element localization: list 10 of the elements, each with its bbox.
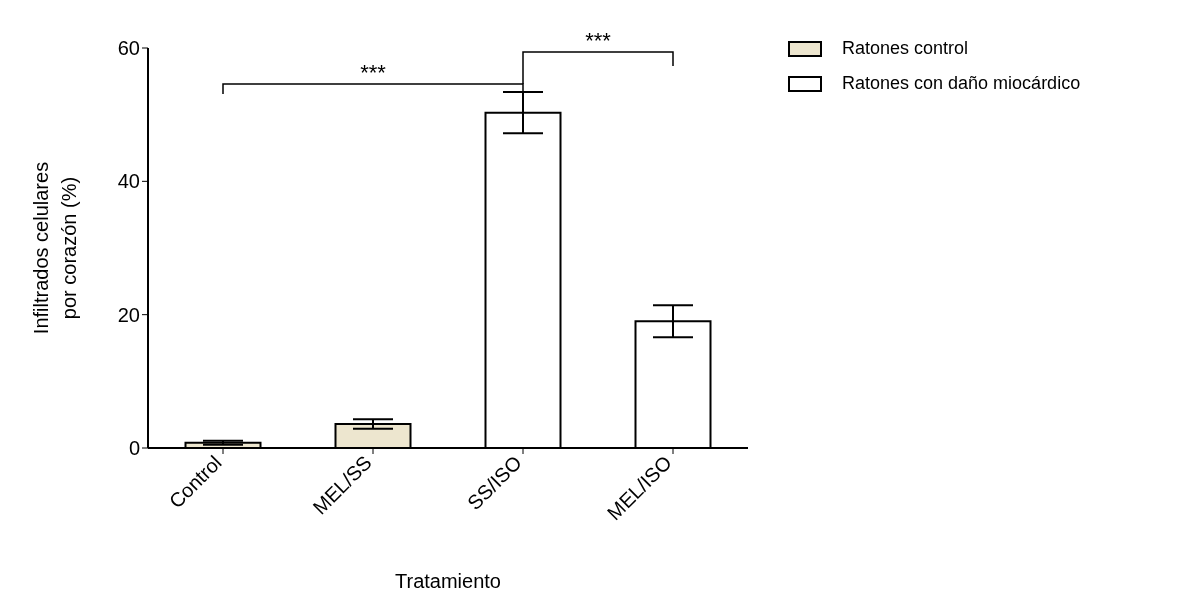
annotation: *** [360, 60, 387, 85]
y-tick-label: 60 [117, 37, 140, 60]
y-tick-label: 40 [117, 170, 140, 193]
x-axis-title: Tratamiento [395, 570, 501, 592]
y-axis-title: Infiltrados celulares por corazón (%) [30, 161, 80, 335]
y-tick-label: 0 [128, 437, 140, 460]
y-tick-label: 20 [117, 303, 140, 326]
legend-label: Ratones con daño miocárdico [842, 73, 1081, 94]
legend-label: Ratones control [842, 38, 969, 59]
annotation: *** [585, 28, 612, 53]
